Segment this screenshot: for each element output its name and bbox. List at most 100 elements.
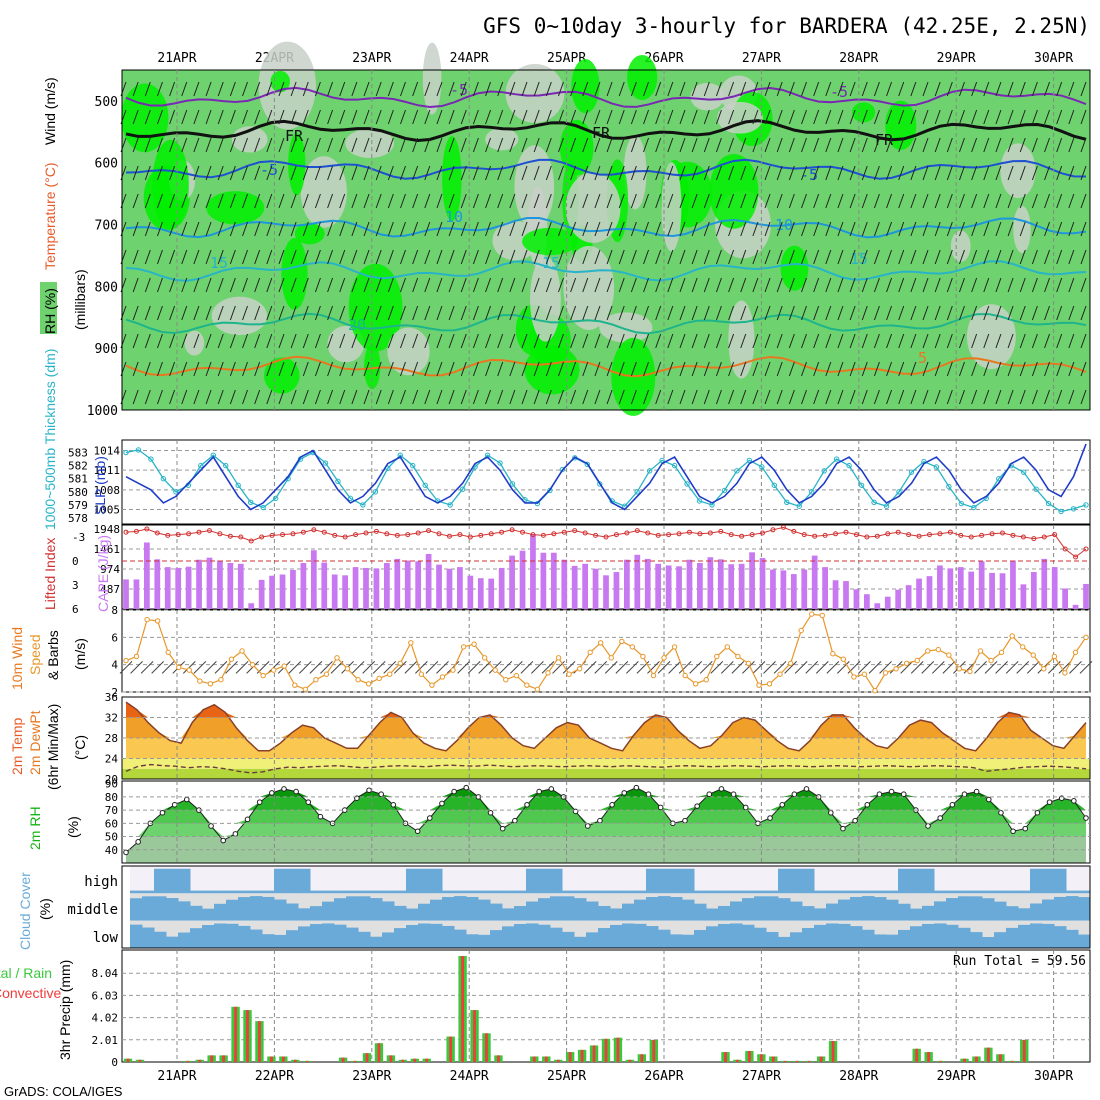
cloud-bar [994, 890, 1007, 894]
wind-barb [825, 333, 832, 349]
wind-barb [557, 137, 564, 153]
wind-barb [703, 221, 710, 237]
cloud-bar [874, 897, 887, 921]
precip-rain-bar [556, 1059, 560, 1062]
wind-barb [825, 137, 832, 153]
wind-barb [825, 165, 832, 181]
cape-bar [415, 561, 422, 609]
wind-barb [764, 81, 771, 97]
wind-barb [582, 81, 589, 97]
wind-barb [424, 389, 431, 405]
wind-speed-point [439, 674, 446, 680]
li-point [634, 528, 640, 534]
wind-barb [898, 277, 905, 293]
wind-barb [837, 277, 844, 293]
wind-barb [1080, 193, 1087, 209]
wind-barb-10m [182, 661, 196, 674]
wind-barb [606, 165, 613, 181]
wind-barb [144, 165, 151, 181]
wind-barb [181, 109, 188, 125]
temp-tick: 28 [105, 732, 118, 745]
wind-speed-point [861, 671, 868, 677]
panel-frame [121, 780, 1091, 864]
wind-barb [910, 305, 917, 321]
wind-barb [643, 193, 650, 209]
cloud-bar [994, 901, 1007, 921]
wind-barb [400, 165, 406, 181]
wind-barb [169, 361, 176, 377]
wind-barb [521, 389, 528, 405]
wind-speed-point [450, 667, 456, 673]
rh-point [657, 804, 664, 811]
wind-barb [290, 277, 297, 293]
wind-barb [254, 361, 261, 377]
cloud-bar [1030, 923, 1043, 948]
cloud-bar [190, 905, 203, 921]
wind-barb [485, 277, 492, 293]
wind-barb [266, 109, 273, 125]
wind-speed-point [566, 671, 572, 677]
wind-speed-point [893, 666, 899, 672]
cloud-bar [682, 899, 695, 921]
wind-barb [132, 333, 139, 349]
thickness-point [784, 499, 790, 505]
rh-point [572, 808, 579, 815]
wind-barb [764, 389, 771, 405]
cape-bar [269, 575, 275, 609]
cape-bar [175, 567, 182, 609]
wind-barb [205, 277, 212, 293]
contour-label: 5 [918, 349, 927, 367]
cloud-bar [682, 934, 695, 948]
cloud-bar [202, 890, 215, 894]
wind-barb [788, 277, 795, 293]
wind-barb [667, 249, 674, 265]
cloud-bar [598, 928, 611, 948]
wind-barb [971, 165, 978, 181]
wind-barb [752, 81, 759, 97]
cloud-bar [430, 868, 443, 894]
wind-barb-10m [214, 661, 228, 674]
cloud-bar [742, 924, 755, 948]
wind-barb [740, 333, 747, 349]
thickness-point [372, 489, 379, 495]
rh-point [584, 823, 591, 829]
wind-barb [886, 221, 893, 237]
wind-barb [351, 137, 358, 153]
wind-barb-10m [488, 661, 502, 674]
wind-barb [557, 109, 564, 125]
wind-barb-10m [815, 661, 829, 674]
thickness-point [696, 498, 703, 504]
cloud-bar [130, 890, 143, 894]
wind-barb [217, 333, 224, 349]
wind-barb [412, 277, 419, 293]
li-point [478, 532, 484, 538]
wind-barb [278, 137, 285, 153]
wind-barb [169, 137, 176, 153]
cloud-level-label: middle [67, 902, 118, 918]
precip-rain-bar [305, 1060, 309, 1062]
thickness-point [584, 461, 590, 468]
wind-barb-10m [372, 661, 386, 674]
wind-barb-10m [404, 661, 418, 674]
li-point [707, 530, 713, 536]
rh-point [390, 802, 397, 808]
wind-barb [254, 137, 261, 153]
wind-barb [959, 193, 965, 209]
wind-barb [655, 193, 662, 209]
wind-barb [849, 137, 856, 153]
wind-speed-point [840, 656, 847, 662]
cloud-bar [418, 868, 431, 894]
wind-barb [861, 305, 868, 321]
wind-speed-point [323, 671, 330, 677]
wind-barb [1056, 249, 1063, 265]
wind-barb [643, 249, 650, 265]
thickness-point [459, 486, 466, 492]
cloud-bar [466, 934, 479, 948]
wind-barb [703, 277, 710, 293]
wind-barb [363, 137, 370, 153]
wind-speed-point [481, 655, 488, 661]
moist-patch [348, 263, 403, 352]
wind-barb [934, 389, 941, 405]
wind-barb [886, 137, 893, 153]
precip-rain-bar [281, 1056, 285, 1062]
